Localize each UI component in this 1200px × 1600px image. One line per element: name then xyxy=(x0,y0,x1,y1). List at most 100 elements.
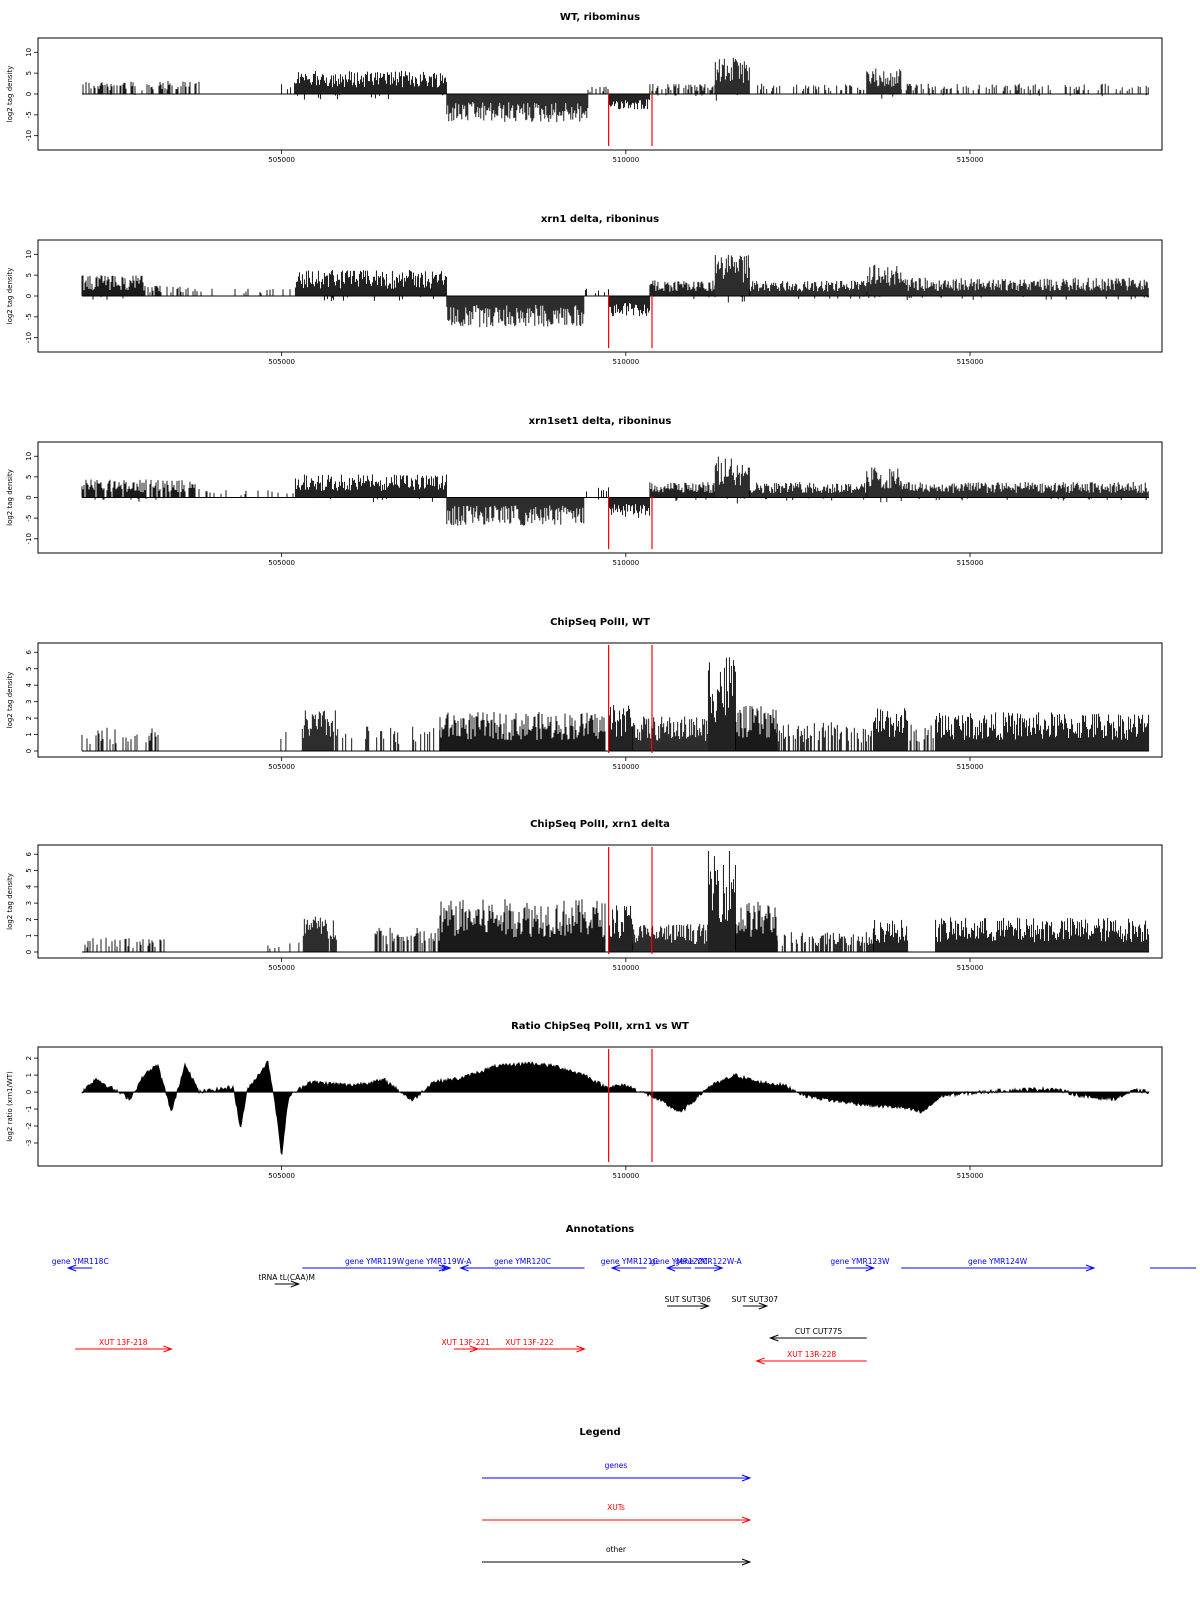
annotation-label: SUT SUT307 xyxy=(732,1295,779,1304)
arrow-head xyxy=(741,1558,752,1566)
x-tick-label: 505000 xyxy=(268,156,295,164)
track-bars xyxy=(81,456,1149,526)
track-bars xyxy=(84,851,1150,952)
x-tick-label: 510000 xyxy=(612,559,639,567)
y-tick-label: 10 xyxy=(25,452,33,461)
y-tick-label: 1 xyxy=(25,732,33,736)
arrow-head xyxy=(741,1474,752,1482)
arrow-head xyxy=(576,1345,586,1353)
arrow-head xyxy=(755,1357,765,1365)
y-tick-label: -5 xyxy=(25,111,33,118)
legend-label: other xyxy=(606,1545,627,1554)
annotation-label: SUT SUT306 xyxy=(665,1295,712,1304)
x-tick-label: 515000 xyxy=(957,964,984,972)
annotation-label: XUT 13R-228 xyxy=(787,1350,836,1359)
annotation-label: gene YMR119W-A xyxy=(405,1257,472,1266)
y-tick-label: -2 xyxy=(25,1123,33,1130)
y-tick-label: 1 xyxy=(25,1073,33,1077)
y-tick-label: 6 xyxy=(25,650,33,655)
annotation-gene: gene YMR120C xyxy=(459,1257,585,1272)
arrow-head xyxy=(163,1345,173,1353)
y-tick-label: 5 xyxy=(25,667,33,671)
y-tick-label: 2 xyxy=(25,917,33,921)
y-tick-label: 5 xyxy=(25,71,33,75)
y-tick-label: -5 xyxy=(25,515,33,522)
y-tick-label: -1 xyxy=(25,1106,33,1113)
legend-title: Legend xyxy=(579,1427,620,1438)
y-tick-label: 0 xyxy=(25,950,33,954)
annotation-label: gene YMR120C xyxy=(494,1257,551,1266)
track-bars xyxy=(81,254,1149,328)
annotation-label: XUT 13F-221 xyxy=(441,1338,490,1347)
y-tick-label: 0 xyxy=(25,749,33,753)
annotation-other: CUT CUT775 xyxy=(768,1327,867,1342)
arrow-head xyxy=(768,1334,779,1342)
annotation-other: SUT SUT306 xyxy=(665,1295,712,1310)
y-tick-label: 10 xyxy=(25,250,33,259)
arrow-head xyxy=(714,1264,724,1272)
x-tick-label: 510000 xyxy=(612,1172,639,1180)
x-tick-label: 510000 xyxy=(612,763,639,771)
y-axis-label: log2 tag density xyxy=(6,873,14,930)
x-tick-label: 505000 xyxy=(268,559,295,567)
annotation-gene: gene YMR119W-A xyxy=(405,1257,472,1272)
annotation-label: gene YMR119W xyxy=(345,1257,405,1266)
y-tick-label: 4 xyxy=(25,884,33,889)
arrow-head xyxy=(665,1264,676,1272)
x-tick-label: 515000 xyxy=(957,156,984,164)
ratio-area xyxy=(81,1060,1150,1156)
annotation-label: gene YMR122C xyxy=(651,1257,708,1266)
arrow-head xyxy=(865,1264,876,1272)
legend-item-xut: XUTs xyxy=(482,1503,752,1524)
arrow-head xyxy=(700,1302,710,1310)
panel-2: xrn1 delta, riboninus -10 -5 0 5 10 log2 tag d… xyxy=(6,214,1163,366)
panel-5: ChipSeq PolII, xrn1 delta 0 1 2 3 4 5 6 log2 tag… xyxy=(6,819,1163,972)
legend-item-gene: genes xyxy=(482,1461,752,1482)
arrow-head xyxy=(610,1264,621,1272)
panel-title: xrn1 delta, riboninus xyxy=(541,214,659,225)
y-axis-label: log2 tag density xyxy=(6,66,14,123)
arrow-head xyxy=(459,1264,469,1272)
y-tick-label: 0 xyxy=(25,294,33,298)
annotation-gene: gene YMR123W xyxy=(830,1257,890,1272)
x-tick-label: 510000 xyxy=(612,358,639,366)
y-axis-label: log2 tag density xyxy=(6,268,14,325)
y-tick-label: -10 xyxy=(25,533,33,544)
annotation-label: gene YMR123W xyxy=(830,1257,890,1266)
arrow-head xyxy=(290,1280,301,1288)
y-tick-label: -10 xyxy=(25,130,33,141)
panel-title: WT, ribominus xyxy=(560,12,640,23)
arrow-head xyxy=(1085,1264,1096,1272)
annotation-label: XUT 13F-222 xyxy=(505,1338,554,1347)
y-tick-label: 5 xyxy=(25,868,33,872)
y-tick-label: 3 xyxy=(25,699,33,703)
x-tick-label: 505000 xyxy=(268,1172,295,1180)
annotations-title: Annotations xyxy=(566,1224,635,1235)
arrow-head xyxy=(758,1302,769,1310)
y-tick-label: 3 xyxy=(25,901,33,905)
y-tick-label: 4 xyxy=(25,682,33,687)
y-axis-label: log2 tag density xyxy=(6,469,14,526)
panel-1: WT, ribominus -10 -5 0 5 10 log2 tag density 50… xyxy=(6,12,1163,164)
plot-frame xyxy=(37,1046,1163,1167)
annotation-label: gene YMR121C xyxy=(601,1257,658,1266)
plot-frame xyxy=(37,642,1163,758)
x-tick-label: 515000 xyxy=(957,1172,984,1180)
panel-3: xrn1set1 delta, riboninus -10 -5 0 5 10 log2 t… xyxy=(6,416,1163,567)
x-tick-label: 515000 xyxy=(957,358,984,366)
annotation-label: gene YMR124W xyxy=(968,1257,1028,1266)
panel-title: Ratio ChipSeq PolII, xrn1 vs WT xyxy=(511,1021,689,1032)
annotation-other: tRNA tL(CAA)M xyxy=(259,1273,315,1288)
annotation-gene: gene YMR124W xyxy=(901,1257,1096,1272)
x-tick-label: 505000 xyxy=(268,763,295,771)
annotation-xut: XUT 13F-221 xyxy=(441,1338,490,1353)
y-tick-label: 1 xyxy=(25,933,33,937)
legend-item-other: other xyxy=(482,1545,752,1566)
annotation-label: XUT 13F-218 xyxy=(99,1338,148,1347)
y-tick-label: -10 xyxy=(25,332,33,343)
track-bars xyxy=(81,657,1150,751)
arrow-head xyxy=(66,1264,77,1272)
x-tick-label: 515000 xyxy=(957,559,984,567)
